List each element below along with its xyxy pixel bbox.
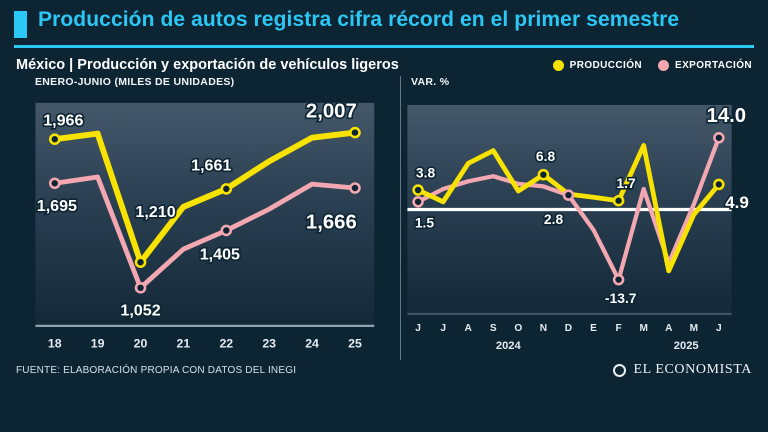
svg-text:2024: 2024 xyxy=(496,340,522,352)
svg-text:F: F xyxy=(616,323,622,334)
svg-text:E: E xyxy=(590,323,597,334)
svg-text:-13.7: -13.7 xyxy=(605,290,637,306)
chart-subtitle: México | Producción y exportación de veh… xyxy=(16,57,399,73)
svg-text:14.0: 14.0 xyxy=(707,105,746,127)
production-export-units-line-chart: 18 19 20 21 22 23 24 25 1,966 1,695 1,210 1,052 1,66… xyxy=(35,99,375,350)
source-note: FUENTE: ELABORACIÓN PROPIA CON DATOS DEL… xyxy=(16,364,297,376)
brand-logo: EL ECONOMISTA xyxy=(613,362,752,378)
svg-text:A: A xyxy=(665,323,673,334)
svg-text:1,210: 1,210 xyxy=(135,203,175,221)
svg-text:2,007: 2,007 xyxy=(306,101,357,123)
svg-text:22: 22 xyxy=(219,336,233,350)
svg-text:D: D xyxy=(565,323,572,334)
svg-text:1,666: 1,666 xyxy=(306,212,357,234)
svg-text:25: 25 xyxy=(348,336,362,350)
svg-text:M: M xyxy=(690,323,698,334)
svg-text:18: 18 xyxy=(48,336,62,350)
svg-text:1,052: 1,052 xyxy=(120,302,160,320)
footer: FUENTE: ELABORACIÓN PROPIA CON DATOS DEL… xyxy=(14,362,754,378)
svg-text:1,405: 1,405 xyxy=(200,245,240,263)
brand-name: EL ECONOMISTA xyxy=(633,362,752,378)
svg-text:N: N xyxy=(540,323,547,334)
exportacion-dot-icon xyxy=(658,59,669,71)
svg-text:1.7: 1.7 xyxy=(616,175,636,191)
svg-text:24: 24 xyxy=(305,336,319,350)
svg-text:6.8: 6.8 xyxy=(536,148,556,164)
legend-item-exportacion: EXPORTACIÓN xyxy=(658,59,752,71)
svg-text:J: J xyxy=(716,323,722,334)
svg-text:M: M xyxy=(639,323,647,334)
svg-text:21: 21 xyxy=(177,336,191,350)
svg-text:1,661: 1,661 xyxy=(191,157,231,175)
svg-text:1,695: 1,695 xyxy=(37,197,77,215)
legend-item-produccion: PRODUCCIÓN xyxy=(552,59,642,71)
svg-text:23: 23 xyxy=(262,336,276,350)
exportacion-legend-label: EXPORTACIÓN xyxy=(675,59,752,71)
svg-text:20: 20 xyxy=(134,336,148,350)
el-economista-logo-icon xyxy=(613,363,627,377)
svg-text:S: S xyxy=(490,323,497,334)
svg-text:4.9: 4.9 xyxy=(725,193,749,212)
header-divider xyxy=(14,45,754,48)
svg-text:1,966: 1,966 xyxy=(43,111,83,129)
variation-chart-panel: VAR. % J J A S O N D E F M A M J 2024 2025 3.8 1.5 6.8 2.8… xyxy=(400,76,754,361)
variation-percent-line-chart: J J A S O N D E F M A M J 2024 2025 3.8 1.5 6.8 2.8 1.7 -13.… xyxy=(407,103,750,352)
legend: PRODUCCIÓN EXPORTACIÓN xyxy=(552,59,752,71)
svg-text:2025: 2025 xyxy=(674,340,699,352)
svg-text:2.8: 2.8 xyxy=(544,211,564,227)
produccion-dot-icon xyxy=(552,59,564,71)
units-chart-panel: ENERO-JUNIO (MILES DE UNIDADES) 18 19 20 21… xyxy=(14,76,400,360)
svg-text:J: J xyxy=(440,323,446,334)
subtitle-row: México | Producción y exportación de veh… xyxy=(14,57,754,73)
svg-text:3.8: 3.8 xyxy=(416,164,436,180)
variation-chart-title: VAR. % xyxy=(411,76,450,88)
page-title: Producción de autos registra cifra récor… xyxy=(38,8,680,31)
svg-text:19: 19 xyxy=(91,336,105,350)
svg-text:J: J xyxy=(415,323,421,334)
headline-accent-bar xyxy=(14,11,27,38)
svg-text:1.5: 1.5 xyxy=(415,214,435,230)
units-chart-title: ENERO-JUNIO (MILES DE UNIDADES) xyxy=(35,76,235,88)
headline-row: Producción de autos registra cifra récor… xyxy=(14,8,754,38)
produccion-legend-label: PRODUCCIÓN xyxy=(569,59,642,71)
svg-text:O: O xyxy=(514,323,522,334)
charts-row: ENERO-JUNIO (MILES DE UNIDADES) 18 19 20 21… xyxy=(14,76,754,361)
svg-text:A: A xyxy=(465,323,473,334)
